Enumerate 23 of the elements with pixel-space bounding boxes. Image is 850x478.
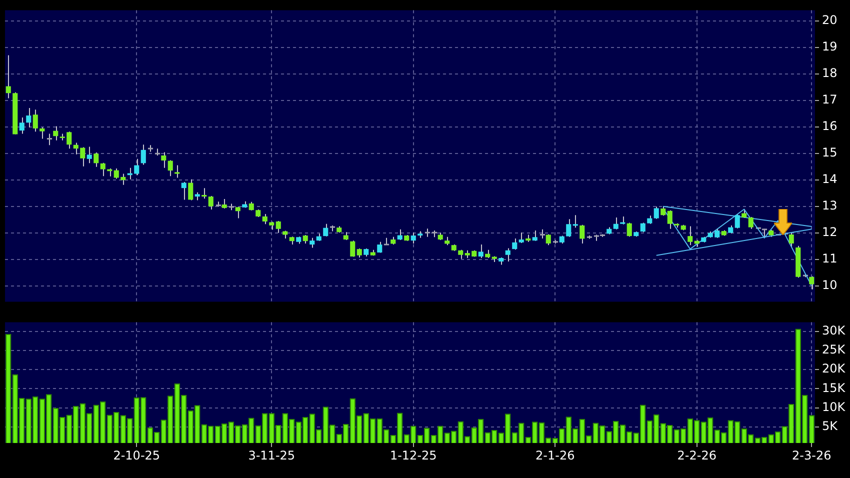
y-tick-label: 10 [822, 278, 838, 292]
x-tick-label: 2-2-26 [677, 448, 716, 462]
x-tick-label: 1-12-25 [390, 448, 437, 462]
y-tick-label: 20 [822, 12, 838, 27]
y-tick-label: 12 [822, 225, 838, 239]
y-tick-label: 15K [822, 380, 846, 395]
y-tick-label: 30K [822, 324, 846, 338]
x-tick-label: 2-3-26 [792, 448, 832, 462]
y-tick-label: 16 [822, 118, 838, 133]
y-tick-label: 15 [822, 145, 838, 160]
y-tick-label: 20K [822, 362, 846, 376]
y-tick-label: 18 [822, 66, 838, 80]
y-tick-label: 25K [822, 342, 846, 357]
x-tick-label: 3-11-25 [248, 448, 296, 462]
x-tick-label: 2-10-25 [113, 448, 160, 462]
y-tick-label: 5K [822, 419, 839, 434]
y-tick-label: 17 [822, 92, 838, 106]
x-tick-label: 2-1-26 [536, 448, 575, 462]
y-tick-label: 14 [822, 172, 838, 186]
y-tick-label: 11 [822, 252, 838, 266]
y-tick-label: 19 [822, 39, 838, 54]
y-tick-label: 10K [822, 400, 846, 414]
y-tick-label: 13 [822, 198, 838, 212]
